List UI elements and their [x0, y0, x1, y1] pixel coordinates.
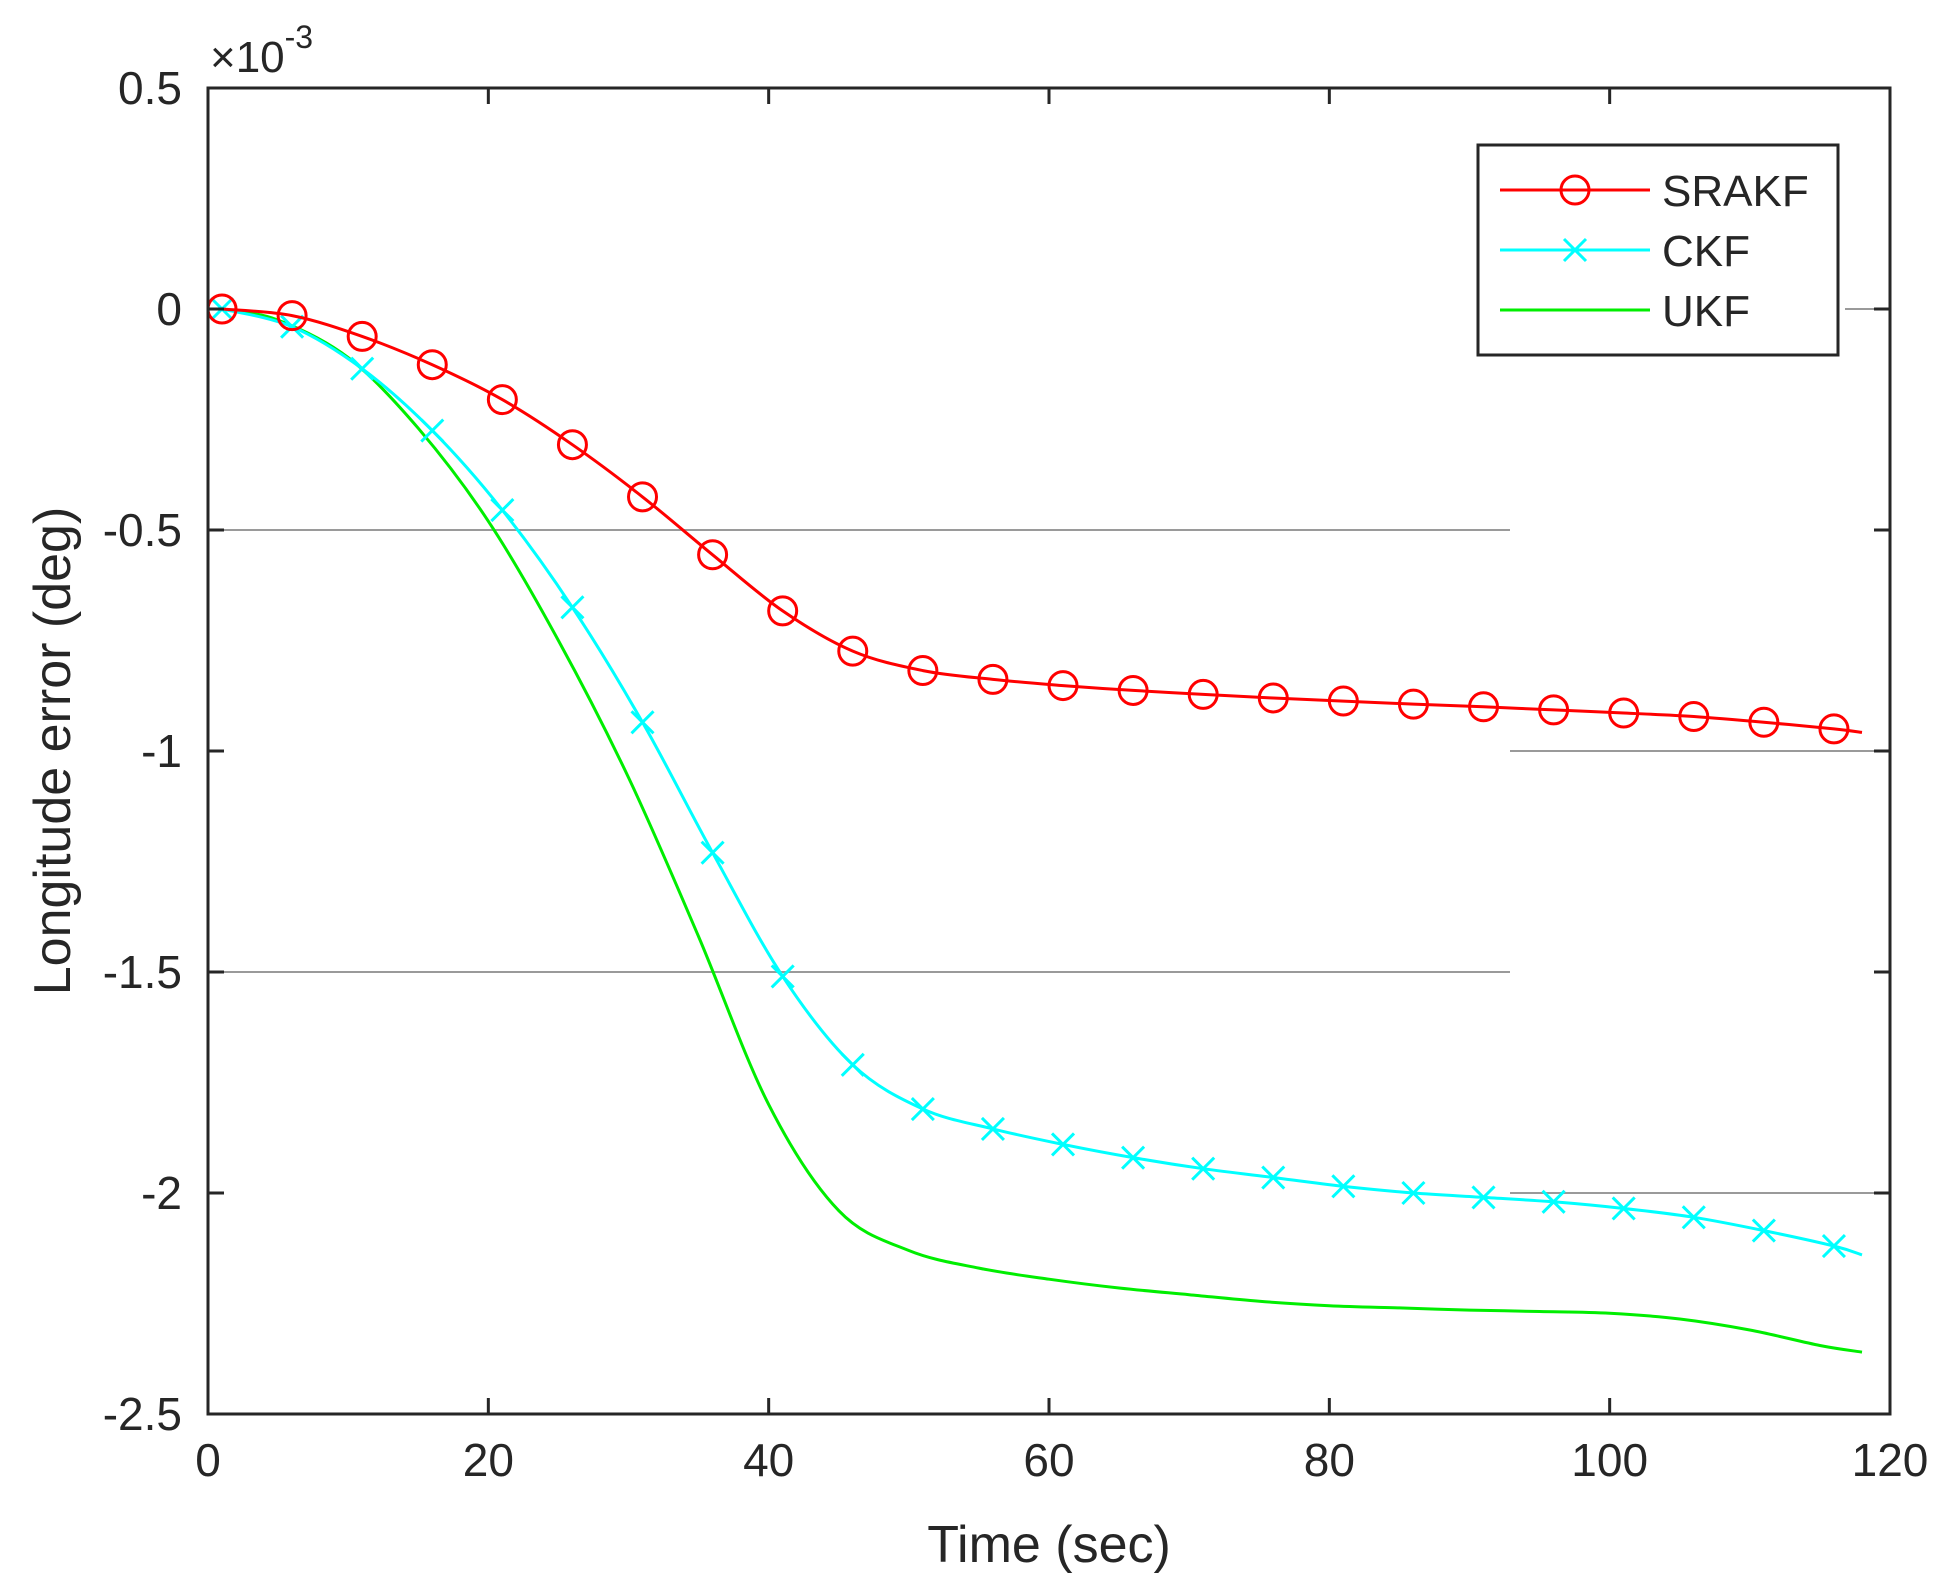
x-tick-label: 100 [1571, 1434, 1648, 1486]
series-srakf-point [1538, 694, 1570, 726]
series-srakf-point [1187, 678, 1219, 710]
series-ckf-point [1401, 1180, 1426, 1206]
y-tick-label: -2.5 [103, 1388, 182, 1440]
series-ckf-point [1331, 1174, 1356, 1199]
series-srakf-point [486, 384, 518, 416]
series-ckf-point [1541, 1189, 1566, 1214]
series-ckf [209, 296, 1863, 1259]
series-ckf-point [1611, 1196, 1636, 1221]
series-srakf-point [346, 320, 378, 352]
series-ckf-point [700, 840, 725, 865]
series-ckf-point [980, 1116, 1005, 1141]
series-srakf-point [977, 663, 1009, 695]
series-ckf-point [1681, 1205, 1706, 1230]
axis-ticks: 0 20 40 60 80 100 120 0.5 0 -0.5 -1 -1.5 -2 -2.5 [103, 62, 1929, 1486]
legend-item-srakf: SRAKF [1500, 167, 1809, 216]
series-ckf-point [490, 498, 515, 523]
x-tick-label: 0 [195, 1434, 221, 1486]
series-srakf-line [221, 307, 1863, 734]
legend-srakf-label: SRAKF [1662, 167, 1809, 216]
series-ukf [221, 307, 1863, 1354]
y-exponent: ×10-3 [210, 19, 313, 82]
series-srakf-point [1818, 713, 1850, 745]
series-ukf-line [221, 307, 1863, 1354]
series-srakf-point [276, 300, 308, 332]
y-exponent-power: -3 [285, 19, 313, 55]
series-ckf-point [1050, 1132, 1076, 1157]
x-axis-label: Time (sec) [927, 1516, 1171, 1574]
series-srakf-point [907, 655, 939, 687]
series-ckf-point [770, 964, 795, 989]
legend-item-ckf: CKF [1500, 227, 1750, 276]
series-ckf-point [560, 595, 585, 620]
series-ckf-point [840, 1052, 865, 1077]
series-ckf-point [1471, 1185, 1496, 1210]
y-exponent-base: ×10 [210, 33, 285, 82]
x-tick-label: 120 [1852, 1434, 1929, 1486]
y-tick-label: 0.5 [118, 62, 182, 114]
x-tick-label: 40 [743, 1434, 794, 1486]
series-srakf-point [1608, 697, 1640, 729]
series-srakf-point [1678, 701, 1710, 733]
y-tick-label: -1.5 [103, 946, 182, 998]
y-tick-label: 0 [156, 283, 182, 335]
series-ckf-point [350, 356, 375, 381]
series-ckf-point [630, 710, 655, 735]
series-srakf-point [767, 595, 799, 627]
series-ckf-point [1821, 1233, 1846, 1259]
series-srakf-point [1748, 706, 1780, 738]
y-tick-label: -1 [141, 725, 182, 777]
series-srakf-point [1468, 691, 1500, 723]
series-ckf-point [1751, 1218, 1776, 1243]
legend-ckf-marker [1562, 237, 1588, 263]
legend-item-ukf: UKF [1500, 287, 1750, 336]
series-ckf-point [1191, 1156, 1216, 1181]
series-srakf-point [416, 349, 448, 381]
series-srakf-point [697, 539, 729, 571]
series-srakf-point [1117, 674, 1149, 706]
series-ckf-point [420, 418, 445, 443]
y-axis-label: Longitude error (deg) [24, 507, 82, 996]
horizontal-reference-lines [208, 308, 1890, 1194]
series-ckf-point [1261, 1165, 1286, 1190]
y-tick-label: -2 [141, 1167, 182, 1219]
legend-ukf-label: UKF [1662, 287, 1750, 336]
series-ckf-point [910, 1096, 935, 1122]
series-layer [206, 293, 1863, 1354]
series-ckf-point [280, 314, 305, 339]
x-tick-label: 80 [1304, 1434, 1355, 1486]
series-srakf-point [837, 635, 869, 667]
series-srakf-point [556, 429, 588, 461]
series-srakf-point [627, 481, 659, 513]
series-srakf-point [1327, 685, 1359, 717]
series-srakf-point [1257, 682, 1289, 714]
series-srakf-point [1397, 688, 1429, 720]
legend: SRAKF CKF UKF [1476, 143, 1840, 357]
x-tick-label: 20 [463, 1434, 514, 1486]
y-tick-label: -0.5 [103, 504, 182, 556]
series-ckf-point [1121, 1145, 1146, 1170]
legend-srakf-marker [1559, 174, 1591, 206]
series-srakf-point [1047, 670, 1079, 702]
x-tick-label: 60 [1023, 1434, 1074, 1486]
legend-ckf-label: CKF [1662, 227, 1750, 276]
series-srakf [206, 293, 1863, 745]
